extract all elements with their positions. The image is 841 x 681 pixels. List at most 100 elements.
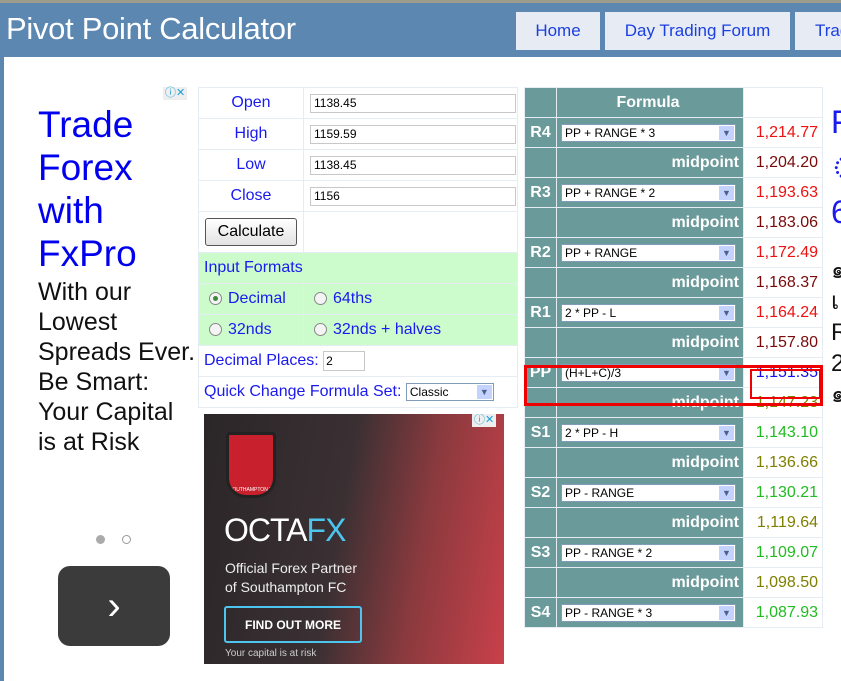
format-32nds-halves[interactable]: 32nds + halves xyxy=(303,314,518,346)
format-32nds[interactable]: 32nds xyxy=(198,314,304,346)
left-ad[interactable]: Trade Forex with FxPro With our Lowest S… xyxy=(38,103,196,457)
format-decimal[interactable]: Decimal xyxy=(198,283,304,315)
format-label: 32nds + halves xyxy=(333,321,442,338)
nav-day-trading-forum[interactable]: Day Trading Forum xyxy=(605,12,790,50)
formula-value: PP + RANGE xyxy=(565,245,638,260)
midpoint-row: midpoint 1,183.06 xyxy=(524,207,823,238)
chevron-right-icon: › xyxy=(107,583,121,628)
chevron-down-icon: ▼ xyxy=(719,365,734,380)
midpoint-row: midpoint 1,136.66 xyxy=(524,447,823,478)
level-value: 1,193.63 xyxy=(743,177,823,208)
midpoint-value: 1,183.06 xyxy=(743,207,823,238)
ad-next-button[interactable]: › xyxy=(58,566,170,646)
octafx-logo: OCTAFX xyxy=(224,512,346,548)
midpoint-label: midpoint xyxy=(556,567,744,598)
radio-icon[interactable] xyxy=(314,323,327,337)
ad-info-icon[interactable]: ⓘ✕ xyxy=(472,414,497,427)
formula-set-label: Quick Change Formula Set: xyxy=(204,383,402,401)
midpoint-value: 1,136.66 xyxy=(743,447,823,478)
nav-trading[interactable]: Trad xyxy=(795,12,841,50)
formula-value: 2 * PP - L xyxy=(565,305,617,320)
formula-value: (H+L+C)/3 xyxy=(565,365,622,380)
pivot-results-table: Formula R4 PP + RANGE * 3 ▼ 1,214.77 midpo… xyxy=(524,87,823,628)
octafx-ad[interactable]: ⓘ✕ SOUTHAMPTON FC OCTAFX Official Forex … xyxy=(204,414,504,664)
formula-select-r3[interactable]: PP + RANGE * 2 ▼ xyxy=(561,183,736,202)
ad-tagline: Official Forex Partner xyxy=(225,560,358,576)
carousel-dot[interactable] xyxy=(122,535,131,544)
midpoint-value: 1,168.37 xyxy=(743,267,823,298)
level-row-r2: R2 PP + RANGE ▼ 1,172.49 xyxy=(524,237,823,268)
close-label: Close xyxy=(198,180,304,212)
find-out-more-button[interactable]: FIND OUT MORE xyxy=(224,606,362,643)
formula-select-r1[interactable]: 2 * PP - L ▼ xyxy=(561,303,736,322)
carousel-dot-active[interactable] xyxy=(96,535,105,544)
high-label: High xyxy=(198,118,304,150)
ad-body: With our Lowest Spreads Ever. Be Smart: … xyxy=(38,278,196,456)
midpoint-label: midpoint xyxy=(556,507,744,538)
chevron-down-icon: ▼ xyxy=(719,485,734,500)
midpoint-value: 1,119.64 xyxy=(743,507,823,538)
midpoint-label: midpoint xyxy=(556,327,744,358)
midpoint-label: midpoint xyxy=(556,207,744,238)
input-form: Open High Low Close Calculate Input Form… xyxy=(198,87,518,408)
decimal-places-input[interactable] xyxy=(323,351,366,371)
radio-selected-icon[interactable] xyxy=(209,292,222,306)
nav-home[interactable]: Home xyxy=(516,12,600,50)
chevron-down-icon: ▼ xyxy=(719,425,734,440)
midpoint-row: midpoint 1,204.20 xyxy=(524,147,823,178)
level-value: 1,143.10 xyxy=(743,417,823,448)
midpoint-row: midpoint 1,119.64 xyxy=(524,507,823,538)
midpoint-value: 1,204.20 xyxy=(743,147,823,178)
pp-row-highlight xyxy=(524,365,823,406)
low-label: Low xyxy=(198,149,304,181)
level-row-pp: PP (H+L+C)/3 ▼ 1,151.35 xyxy=(524,357,823,388)
radio-icon[interactable] xyxy=(209,323,222,337)
formula-select-s1[interactable]: 2 * PP - H ▼ xyxy=(561,423,736,442)
level-label: R4 xyxy=(524,117,557,148)
decimal-places-label: Decimal Places: xyxy=(204,352,319,369)
formula-header: Formula xyxy=(556,87,744,118)
low-input[interactable] xyxy=(310,155,516,175)
level-label: S3 xyxy=(524,537,557,568)
level-value: 1,214.77 xyxy=(743,117,823,148)
format-label: 32nds xyxy=(228,321,272,338)
formula-select-s3[interactable]: PP - RANGE * 2 ▼ xyxy=(561,543,736,562)
pp-value-highlight xyxy=(750,369,821,399)
ad-headline[interactable]: Trade Forex with FxPro xyxy=(38,104,137,274)
midpoint-row: midpoint 1,098.50 xyxy=(524,567,823,598)
radio-icon[interactable] xyxy=(314,292,327,306)
midpoint-label: midpoint xyxy=(556,147,744,178)
midpoint-label: midpoint xyxy=(556,447,744,478)
level-row-s2: S2 PP - RANGE ▼ 1,130.21 xyxy=(524,477,823,508)
formula-value: 2 * PP - H xyxy=(565,425,619,440)
ad-disclaimer: Your capital is at risk xyxy=(225,648,317,659)
close-input[interactable] xyxy=(310,186,516,206)
formula-set-select[interactable]: Classic ▼ xyxy=(405,382,494,401)
level-row-s4: S4 PP - RANGE * 3 ▼ 1,087.93 xyxy=(524,597,823,628)
formula-select-s2[interactable]: PP - RANGE ▼ xyxy=(561,483,736,502)
open-input[interactable] xyxy=(310,93,516,113)
formula-select-pp[interactable]: (H+L+C)/3 ▼ xyxy=(561,363,736,382)
input-formats-label: Input Formats xyxy=(198,252,518,284)
ad-info-icon[interactable]: ⓘ✕ xyxy=(163,87,188,100)
level-value: 1,130.21 xyxy=(743,477,823,508)
level-value: 1,172.49 xyxy=(743,237,823,268)
chevron-down-icon: ▼ xyxy=(719,125,734,140)
level-label: S2 xyxy=(524,477,557,508)
formula-select-s4[interactable]: PP - RANGE * 3 ▼ xyxy=(561,603,736,622)
level-row-s1: S1 2 * PP - H ▼ 1,143.10 xyxy=(524,417,823,448)
level-label: S1 xyxy=(524,417,557,448)
formula-value: PP - RANGE xyxy=(565,485,635,500)
level-label: R2 xyxy=(524,237,557,268)
level-value: 1,151.35 xyxy=(743,357,823,388)
format-64ths[interactable]: 64ths xyxy=(303,283,518,315)
formula-select-r2[interactable]: PP + RANGE ▼ xyxy=(561,243,736,262)
level-row-r1: R1 2 * PP - L ▼ 1,164.24 xyxy=(524,297,823,328)
calculate-button[interactable]: Calculate xyxy=(205,218,297,246)
formula-select-r4[interactable]: PP + RANGE * 3 ▼ xyxy=(561,123,736,142)
high-input[interactable] xyxy=(310,124,516,144)
formula-value: PP + RANGE * 3 xyxy=(565,125,656,140)
midpoint-row: midpoint 1,168.37 xyxy=(524,267,823,298)
